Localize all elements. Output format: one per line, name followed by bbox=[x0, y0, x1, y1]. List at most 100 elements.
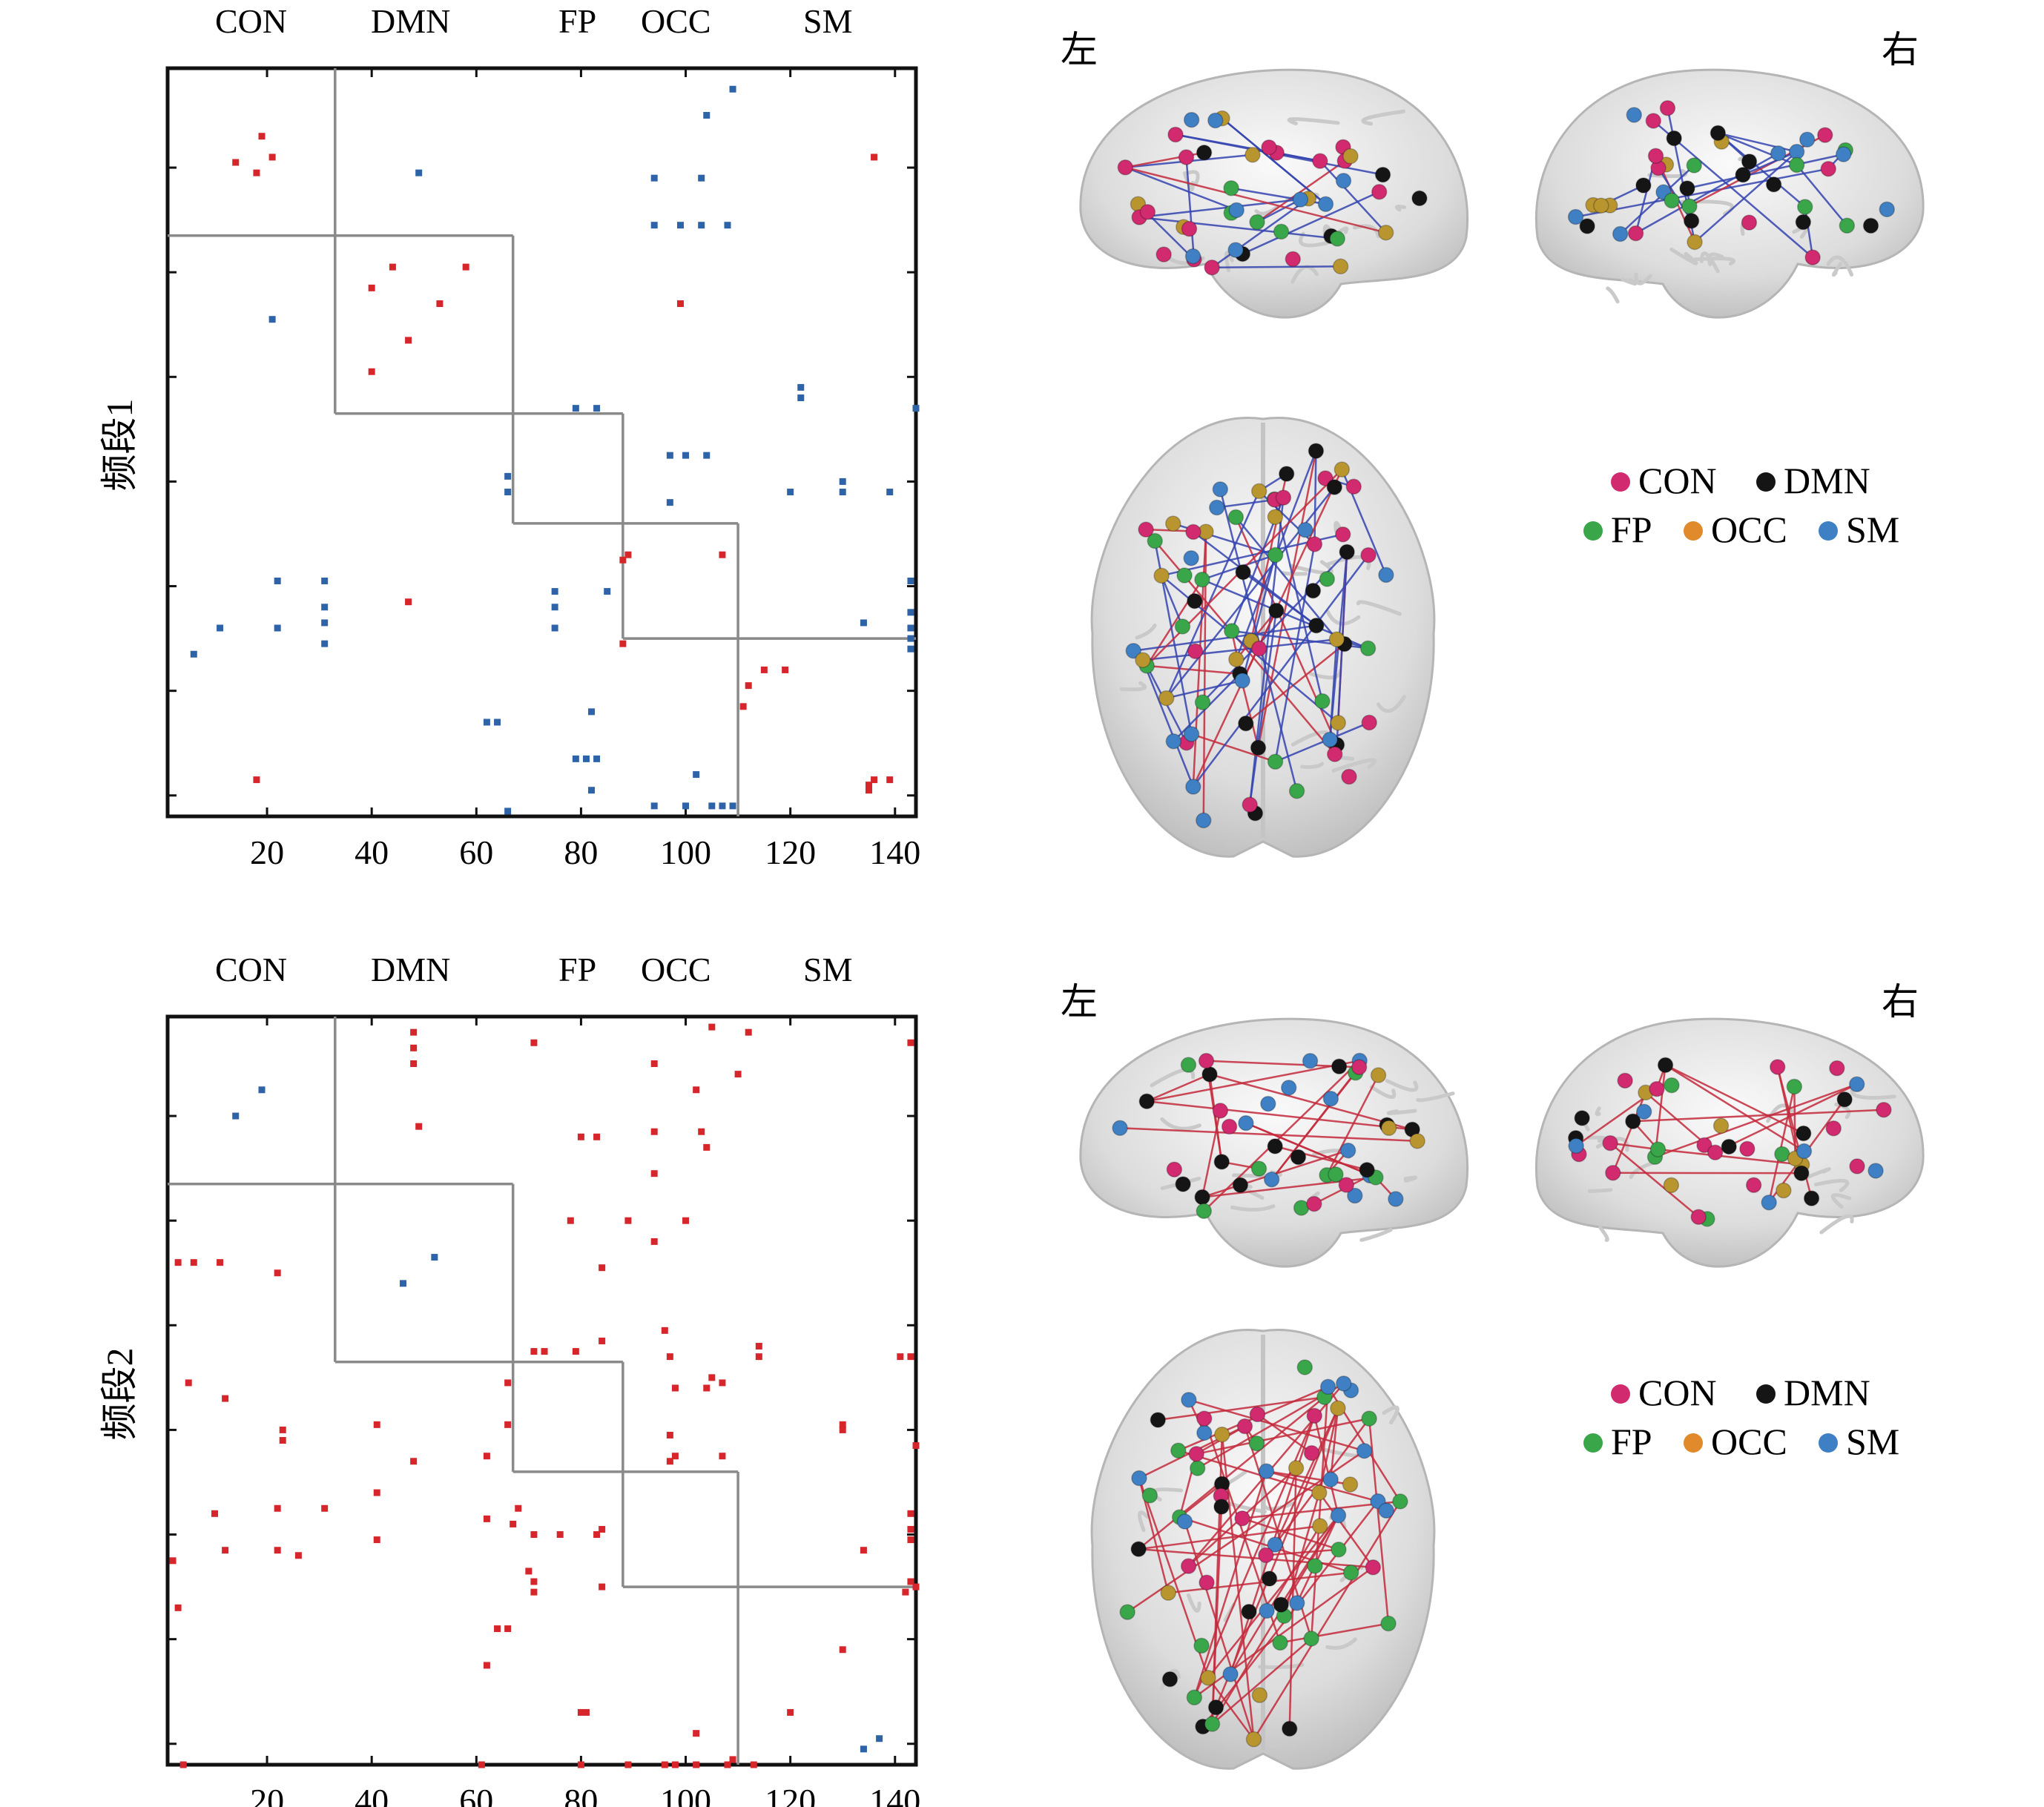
brain-node-fp bbox=[1180, 1057, 1197, 1073]
brain-node-occ bbox=[1200, 1669, 1216, 1686]
brain-node-sm bbox=[1183, 550, 1199, 566]
matrix-cell-positive bbox=[782, 666, 789, 673]
matrix-cell-positive bbox=[671, 1384, 679, 1392]
brain-node-con bbox=[1155, 246, 1172, 262]
brain-connection-edge bbox=[1658, 1148, 1802, 1166]
matrix-cell-positive bbox=[860, 1547, 867, 1554]
brain-node-fp bbox=[1342, 1565, 1359, 1581]
brain-node-sm bbox=[1184, 248, 1201, 265]
matrix-cell-negative bbox=[682, 452, 690, 459]
brain-node-occ bbox=[1663, 1177, 1680, 1194]
brain-sulcus bbox=[1325, 1637, 1357, 1651]
brain-connection-edge bbox=[1242, 191, 1380, 255]
brain-connection-edge bbox=[1166, 679, 1243, 699]
brain-connection-edge bbox=[1664, 1064, 1804, 1134]
brain-connection-edge bbox=[1160, 575, 1184, 627]
brain-node-sm bbox=[1207, 112, 1224, 129]
brain-axial-band-2 bbox=[1090, 1329, 1436, 1770]
brain-node-con bbox=[1212, 1103, 1229, 1119]
brain-right-lateral-band-1 bbox=[1534, 68, 1925, 319]
brain-node-con bbox=[1199, 1574, 1215, 1590]
brain-left-lateral-band-2 bbox=[1079, 1017, 1469, 1268]
brain-node-fp bbox=[1272, 1634, 1288, 1651]
brain-node-dmn bbox=[1187, 592, 1203, 610]
brain-sulcus bbox=[1634, 272, 1652, 285]
matrix-cell-negative bbox=[190, 650, 197, 658]
brain-node-fp bbox=[1194, 694, 1211, 710]
brain-node-con bbox=[1645, 113, 1662, 129]
brain-connection-edge bbox=[1124, 166, 1237, 211]
brain-node-fp bbox=[1186, 1689, 1203, 1705]
legend-label-dmn: DMN bbox=[1784, 1372, 1870, 1413]
brain-node-dmn bbox=[1268, 602, 1285, 619]
brain-surface bbox=[1079, 68, 1469, 319]
brain-node-con bbox=[1185, 523, 1201, 541]
brain-connection-edge bbox=[1219, 489, 1298, 792]
matrix-cell-positive bbox=[222, 1547, 229, 1554]
brain-connection-edge bbox=[1318, 1492, 1374, 1568]
matrix-cell-negative bbox=[504, 807, 512, 815]
brain-node-sm bbox=[1356, 1442, 1373, 1459]
brain-node-fp bbox=[1273, 223, 1290, 240]
matrix-cell-positive bbox=[599, 1583, 606, 1590]
brain-node-sm bbox=[1378, 566, 1394, 584]
brain-node-con bbox=[1739, 1140, 1755, 1157]
matrix-cell-positive bbox=[410, 1060, 418, 1068]
brain-node-dmn bbox=[1213, 1154, 1230, 1170]
matrix-cell-positive bbox=[724, 1761, 731, 1768]
brain-sulcus bbox=[1119, 681, 1147, 692]
x-tick-label: 20 bbox=[250, 1782, 284, 1807]
matrix-cell-negative bbox=[483, 718, 490, 726]
brain-node-sm bbox=[1867, 1163, 1884, 1179]
brain-node-dmn bbox=[1235, 564, 1251, 581]
brain-node-occ bbox=[1251, 1687, 1268, 1703]
brain-node-con bbox=[1361, 714, 1377, 731]
brain-node-dmn bbox=[1194, 1189, 1210, 1206]
x-tick-label: 60 bbox=[459, 1782, 493, 1807]
brain-node-dmn bbox=[1150, 1412, 1167, 1428]
brain-node-con bbox=[1360, 546, 1377, 564]
brain-node-sm bbox=[1212, 481, 1229, 498]
matrix-cell-positive bbox=[530, 1531, 538, 1539]
brain-sulcus bbox=[1416, 1091, 1455, 1103]
brain-connection-edge bbox=[1165, 486, 1336, 699]
matrix-cell-positive bbox=[373, 1489, 380, 1496]
brain-node-dmn bbox=[1795, 214, 1812, 231]
matrix-cell-positive bbox=[624, 1761, 632, 1768]
brain-sulcus bbox=[1826, 255, 1854, 277]
matrix-cell-positive bbox=[619, 556, 627, 564]
brain-sulcus bbox=[1290, 730, 1329, 747]
matrix-cell-positive bbox=[839, 1421, 846, 1428]
brain-connection-edge bbox=[1329, 1408, 1339, 1480]
matrix-cell-positive bbox=[494, 1625, 501, 1633]
brain-node-occ bbox=[1328, 631, 1345, 647]
matrix-cell-negative bbox=[572, 405, 579, 412]
brain-node-occ bbox=[1333, 461, 1351, 478]
brain-node-dmn bbox=[1721, 1138, 1737, 1155]
brain-connection-edge bbox=[1319, 160, 1387, 234]
brain-sulcus bbox=[1186, 1593, 1201, 1613]
matrix-cell-positive bbox=[907, 1353, 914, 1361]
brain-node-occ bbox=[1380, 1120, 1397, 1136]
legend-label-occ: OCC bbox=[1711, 1421, 1787, 1462]
matrix-cell-positive bbox=[719, 551, 726, 558]
brain-node-con bbox=[1139, 204, 1156, 220]
matrix-cell-positive bbox=[871, 776, 878, 784]
brain-sulcus bbox=[1669, 247, 1698, 265]
matrix-cell-positive bbox=[729, 1756, 736, 1763]
brain-connection-edge bbox=[1609, 1142, 1658, 1151]
brain-sulcus bbox=[1376, 695, 1407, 713]
matrix-cell-positive bbox=[504, 1421, 512, 1428]
brain-node-sm bbox=[1848, 1076, 1865, 1093]
legend-label-sm: SM bbox=[1846, 509, 1899, 550]
brain-sulcus bbox=[1595, 1137, 1629, 1152]
brain-node-dmn bbox=[1683, 213, 1700, 229]
legend-label-fp: FP bbox=[1611, 509, 1652, 550]
matrix-cell-positive bbox=[739, 703, 747, 710]
brain-node-fp bbox=[1189, 1460, 1206, 1476]
matrix-cell-negative bbox=[719, 802, 726, 810]
matrix-cell-negative bbox=[274, 577, 281, 584]
matrix-cell-positive bbox=[693, 1086, 700, 1094]
matrix-cell-positive bbox=[504, 1379, 512, 1387]
matrix-cell-positive bbox=[572, 1348, 579, 1355]
